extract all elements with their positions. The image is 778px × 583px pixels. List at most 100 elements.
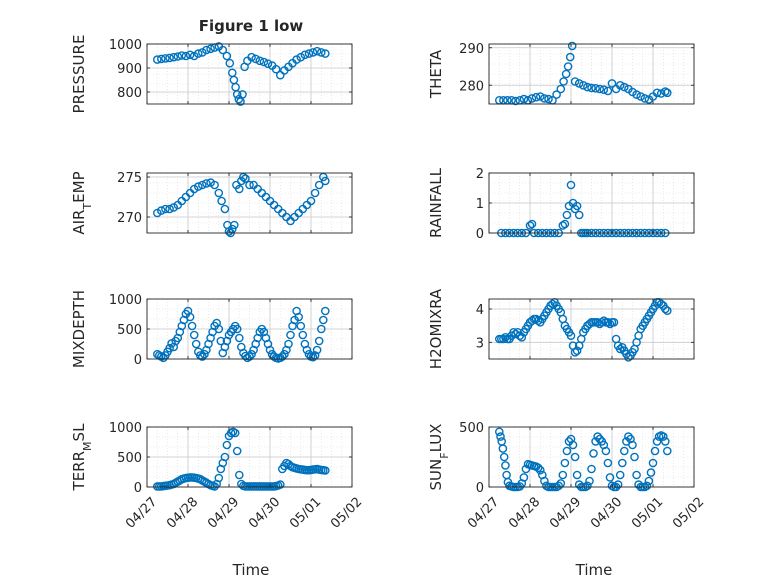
- figure-title: Figure 1 low: [199, 17, 304, 35]
- data-point: [656, 299, 666, 309]
- data-point: [156, 206, 166, 215]
- data-point: [533, 463, 543, 473]
- data-point: [593, 432, 602, 441]
- data-point: [556, 84, 566, 94]
- y-tick-label: 1000: [109, 38, 142, 53]
- data-point: [591, 84, 600, 93]
- data-point: [562, 210, 572, 220]
- data-point: [618, 458, 627, 468]
- data-point: [316, 324, 326, 334]
- data-point: [193, 49, 203, 58]
- data-point: [572, 470, 582, 480]
- data-point: [496, 432, 505, 441]
- y-axis-label: AIRTEMP: [70, 171, 94, 234]
- data-point: [159, 353, 168, 363]
- data-point: [536, 465, 545, 475]
- data-point: [306, 196, 316, 206]
- data-point: [294, 312, 304, 322]
- data-point: [605, 319, 615, 329]
- data-point: [161, 54, 170, 63]
- data-point: [620, 82, 629, 92]
- data-point: [292, 55, 301, 64]
- y-tick-label: 500: [117, 323, 142, 338]
- data-point: [599, 85, 609, 94]
- data-point: [533, 316, 543, 326]
- data-point: [640, 94, 650, 103]
- data-point: [652, 437, 662, 446]
- data-point: [217, 196, 226, 206]
- axes-box: [488, 298, 695, 360]
- data-point: [562, 446, 572, 456]
- data-point: [587, 464, 596, 474]
- data-point: [527, 94, 537, 103]
- data-point: [277, 352, 287, 361]
- y-axis-label: PRESSURE: [70, 35, 88, 114]
- data-point: [663, 88, 672, 98]
- data-point: [583, 481, 592, 491]
- data-point: [177, 51, 187, 60]
- data-point: [554, 481, 564, 491]
- series-markers: [152, 427, 330, 491]
- data-point: [663, 306, 672, 316]
- y-tick-label: 290: [459, 42, 484, 57]
- data-point: [607, 79, 617, 88]
- data-point: [314, 336, 324, 346]
- data-point: [161, 204, 170, 214]
- data-point: [265, 345, 275, 355]
- data-point: [197, 180, 207, 190]
- y-tick-label: 4: [476, 303, 484, 318]
- data-point: [567, 41, 577, 51]
- y-axis-label: TERRMSL: [70, 423, 94, 492]
- axes-box: [488, 43, 695, 105]
- subplot-pressure: 800 900 1000 PRESSURE: [70, 35, 353, 114]
- data-point: [659, 432, 668, 441]
- x-axis-label-left: Time: [232, 561, 270, 579]
- y-tick-label: 1: [476, 197, 484, 212]
- data-point: [318, 315, 328, 325]
- data-point: [540, 94, 549, 103]
- data-point: [202, 179, 211, 188]
- subplot-theta: 280 290 THETA: [427, 41, 695, 106]
- data-point: [193, 182, 203, 191]
- data-point: [214, 324, 224, 334]
- data-point: [552, 90, 561, 99]
- data-point: [572, 346, 582, 356]
- y-tick-label: 0: [134, 481, 142, 496]
- data-point: [214, 188, 224, 198]
- data-point: [247, 349, 256, 359]
- data-point: [156, 54, 166, 64]
- y-tick-label: 270: [117, 211, 142, 226]
- data-point: [316, 48, 326, 57]
- data-point: [197, 352, 207, 361]
- data-point: [570, 452, 580, 462]
- data-point: [642, 481, 652, 491]
- data-point: [613, 480, 623, 489]
- data-point: [595, 434, 605, 444]
- axes-box: [146, 43, 353, 105]
- y-tick-label: 500: [117, 451, 142, 466]
- data-point: [560, 219, 570, 229]
- series-markers: [494, 297, 672, 362]
- y-tick-label: 1000: [109, 421, 142, 436]
- data-point: [565, 52, 575, 62]
- data-point: [312, 345, 322, 355]
- y-tick-label: 2: [476, 167, 484, 182]
- data-point: [558, 470, 568, 480]
- y-axis-label: MIXDEPTH: [70, 290, 88, 368]
- data-point: [214, 473, 224, 483]
- data-point: [320, 49, 330, 58]
- data-point: [185, 50, 195, 60]
- data-point: [527, 219, 537, 229]
- data-point: [152, 55, 162, 64]
- data-point: [220, 452, 230, 462]
- data-point: [636, 92, 646, 101]
- y-axis-label: SUNFLUX: [427, 424, 451, 491]
- grid-lines: [488, 172, 695, 234]
- data-point: [312, 46, 322, 56]
- data-point: [206, 44, 215, 54]
- data-point: [525, 221, 535, 230]
- data-point: [585, 319, 594, 329]
- data-point: [501, 461, 510, 470]
- data-point: [570, 347, 580, 357]
- data-point: [232, 324, 242, 334]
